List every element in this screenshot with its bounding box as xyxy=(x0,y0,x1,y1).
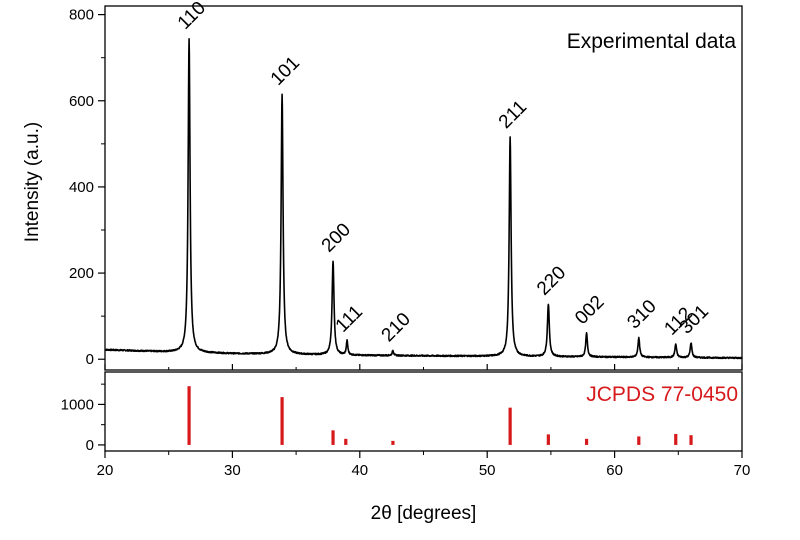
reference-bar xyxy=(508,407,512,445)
x-tick-label: 50 xyxy=(479,462,496,479)
peak-label: 310 xyxy=(623,296,660,333)
peak-label: 220 xyxy=(533,262,570,299)
x-tick-label: 40 xyxy=(351,462,368,479)
x-axis-title: 2θ [degrees] xyxy=(371,503,477,524)
reference-y-ticks: 01000500 xyxy=(61,383,105,454)
reference-bar xyxy=(344,438,348,445)
reference-bar xyxy=(637,436,641,445)
peak-label: 110 xyxy=(174,0,210,34)
reference-bar xyxy=(280,397,284,445)
reference-bar xyxy=(584,438,589,445)
reference-bar xyxy=(331,430,335,445)
ref-y-tick-label: 0 xyxy=(86,437,94,454)
y-tick-label: 600 xyxy=(69,93,94,110)
x-tick-label: 60 xyxy=(606,462,623,479)
y-tick-label: 0 xyxy=(86,351,94,368)
experimental-y-ticks: 0 200 400 600 800 xyxy=(69,7,105,368)
reference-bar xyxy=(391,440,395,445)
reference-bar xyxy=(674,433,678,445)
peak-label: 200 xyxy=(318,219,355,256)
y-tick-label: 200 xyxy=(69,265,94,282)
y-tick-label: 400 xyxy=(69,179,94,196)
reference-bar xyxy=(689,435,693,445)
experimental-x-ticks xyxy=(104,364,743,370)
reference-x-ticks: 20 30 40 50 60 70 xyxy=(97,451,751,479)
x-tick-label: 20 xyxy=(97,462,114,479)
peak-label: 111 xyxy=(332,301,367,336)
peak-label: 211 xyxy=(495,97,531,133)
peak-label: 210 xyxy=(378,309,415,346)
x-tick-label: 30 xyxy=(224,462,241,479)
experimental-legend: Experimental data xyxy=(567,30,737,53)
peak-label: 002 xyxy=(571,292,608,329)
y-tick-label: 800 xyxy=(69,7,94,24)
peak-label: 101 xyxy=(267,53,304,90)
experimental-curve xyxy=(104,37,743,360)
reference-bar xyxy=(187,386,191,445)
reference-bars xyxy=(187,386,693,445)
x-tick-label: 70 xyxy=(734,462,751,479)
y-axis-title: Intensity (a.u.) xyxy=(22,122,43,242)
ref-y-tick-label: 1000 xyxy=(61,396,94,413)
reference-bar xyxy=(546,434,550,445)
reference-legend: JCPDS 77-0450 xyxy=(586,383,738,406)
